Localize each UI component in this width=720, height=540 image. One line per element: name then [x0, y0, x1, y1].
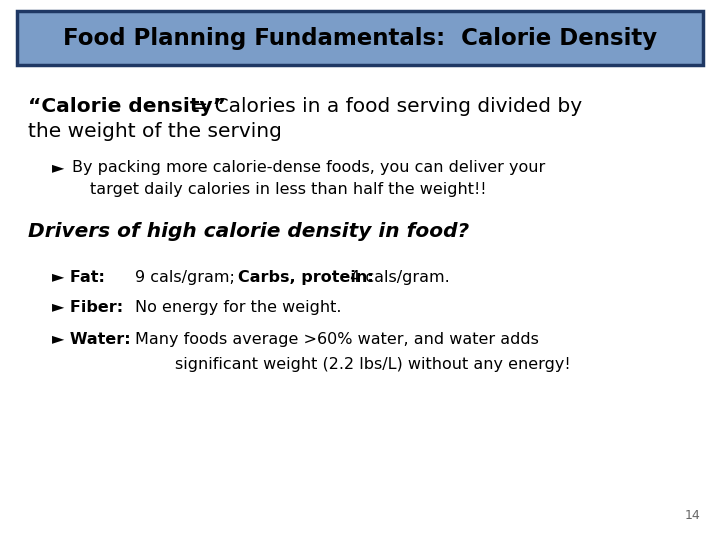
Text: ►: ►: [52, 160, 64, 175]
Text: the weight of the serving: the weight of the serving: [28, 122, 282, 141]
Text: No energy for the weight.: No energy for the weight.: [135, 300, 341, 315]
Text: Drivers of high calorie density in food?: Drivers of high calorie density in food?: [28, 222, 469, 241]
Text: By packing more calorie-dense foods, you can deliver your: By packing more calorie-dense foods, you…: [72, 160, 545, 175]
FancyBboxPatch shape: [17, 11, 703, 65]
Text: Food Planning Fundamentals:  Calorie Density: Food Planning Fundamentals: Calorie Dens…: [63, 26, 657, 50]
Text: “Calorie density”: “Calorie density”: [28, 97, 226, 116]
Text: 4 cals/gram.: 4 cals/gram.: [345, 270, 450, 285]
Text: = Calories in a food serving divided by: = Calories in a food serving divided by: [185, 97, 582, 116]
Text: 9 cals/gram;: 9 cals/gram;: [135, 270, 245, 285]
Text: significant weight (2.2 lbs/L) without any energy!: significant weight (2.2 lbs/L) without a…: [175, 357, 571, 372]
Text: ► Fat:: ► Fat:: [52, 270, 105, 285]
Text: Many foods average >60% water, and water adds: Many foods average >60% water, and water…: [135, 332, 539, 347]
Text: ► Fiber:: ► Fiber:: [52, 300, 123, 315]
Text: 14: 14: [684, 509, 700, 522]
Text: target daily calories in less than half the weight!!: target daily calories in less than half …: [90, 182, 487, 197]
Text: Carbs, protein:: Carbs, protein:: [238, 270, 374, 285]
Text: ► Water:: ► Water:: [52, 332, 130, 347]
